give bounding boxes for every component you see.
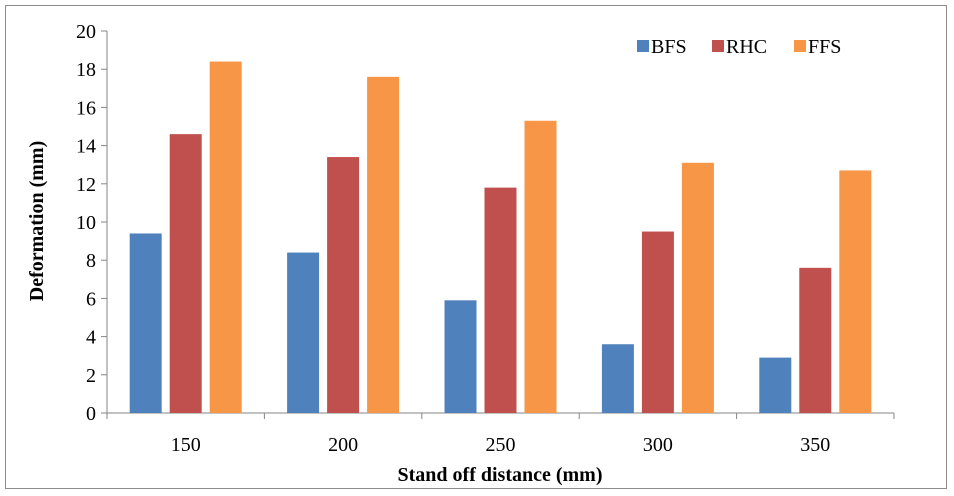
y-tick-label: 14 [76, 136, 96, 158]
bar-bfs-350 [759, 357, 792, 413]
bar-rhc-350 [799, 267, 832, 413]
bars [129, 61, 872, 414]
bar-bfs-300 [601, 344, 634, 413]
y-tick-label: 16 [76, 97, 96, 119]
x-axis: 150 200 250 300 350 [106, 412, 895, 456]
x-tick-label: 200 [328, 434, 358, 456]
y-tick-label: 0 [86, 403, 96, 425]
bar-ffs-250 [524, 120, 557, 414]
y-tick-label: 6 [86, 288, 96, 310]
legend-label-rhc: RHC [726, 36, 767, 58]
bar-ffs-350 [839, 170, 872, 413]
bar-ffs-200 [367, 76, 400, 413]
bar-rhc-250 [484, 187, 517, 413]
legend-label-ffs: FFS [808, 36, 841, 58]
legend-swatch-ffs [794, 40, 806, 52]
x-tick-label: 300 [643, 434, 673, 456]
y-tick-label: 2 [86, 365, 96, 387]
x-tick-label: 150 [171, 434, 201, 456]
bar-bfs-150 [129, 233, 162, 413]
y-tick-label: 18 [76, 59, 96, 81]
legend: BFS RHC FFS [637, 36, 841, 58]
x-tick-label: 350 [800, 434, 830, 456]
x-axis-title: Stand off distance (mm) [398, 464, 603, 486]
y-tick-label: 10 [76, 212, 96, 234]
legend-swatch-bfs [637, 40, 649, 52]
y-axis: 0 2 4 6 8 10 12 14 16 18 20 [76, 21, 108, 425]
bar-rhc-200 [327, 157, 360, 413]
bar-rhc-150 [169, 134, 202, 413]
legend-label-bfs: BFS [651, 36, 687, 58]
y-tick-label: 12 [76, 174, 96, 196]
bar-bfs-200 [287, 252, 320, 413]
bar-ffs-150 [209, 61, 242, 414]
y-tick-label: 20 [76, 21, 96, 43]
y-tick-label: 8 [86, 250, 96, 272]
bar-rhc-300 [641, 231, 674, 413]
legend-swatch-rhc [712, 40, 724, 52]
y-tick-label: 4 [86, 327, 96, 349]
bar-ffs-300 [681, 162, 714, 413]
bar-bfs-250 [444, 300, 477, 413]
y-axis-title: Deformation (mm) [26, 141, 48, 302]
x-tick-label: 250 [486, 434, 516, 456]
